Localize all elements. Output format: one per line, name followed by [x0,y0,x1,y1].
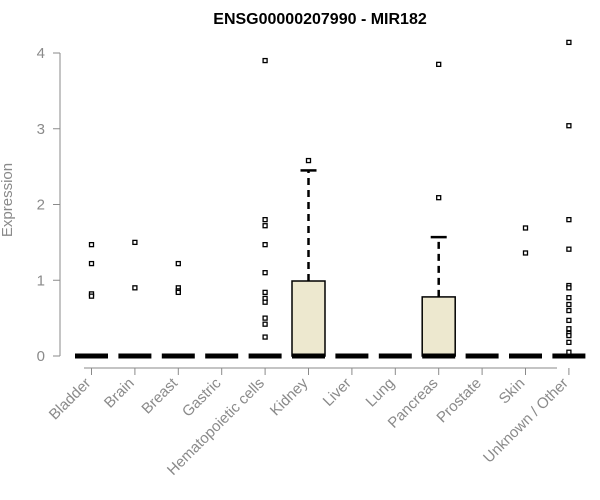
outlier-point [566,339,572,346]
box-group [509,225,542,359]
outlier-point [522,225,529,231]
outlier-point [566,246,572,252]
box-group [421,61,456,359]
outlier-point [566,295,572,301]
x-tick-label: Lung [363,375,399,411]
x-tick-label: Bladder [46,375,95,424]
outlier-point [175,289,181,296]
y-tick-label: 0 [37,348,45,365]
outlier-point [566,349,572,355]
outlier-point [132,285,138,291]
outlier-point [436,61,442,68]
x-tick-label: Breast [138,374,181,417]
outlier-point [88,293,95,299]
outlier-point [88,260,95,267]
x-tick-label: Kidney [267,374,312,419]
outlier-point [305,157,312,164]
chart-title: ENSG00000207990 - MIR182 [213,11,427,28]
outlier-point [262,321,268,327]
outlier-point [566,39,572,46]
box-group [291,157,326,359]
outlier-point [566,317,572,324]
outlier-point [132,239,138,246]
x-tick-label: Prostate [433,375,485,427]
y-axis-label: Expression [0,163,16,237]
y-tick-label: 1 [37,272,45,289]
outlier-point [566,216,572,223]
outlier-point [262,216,268,223]
box-group [161,260,195,359]
outlier-point [566,332,572,339]
outlier-point [566,123,572,129]
box-group [552,39,586,359]
outlier-point [566,326,572,332]
box-group [248,57,282,359]
y-ticks: 0 1 2 3 4 [37,45,60,365]
x-tick-label: Skin [496,375,529,408]
outlier-point [262,241,268,248]
box-rect [421,296,456,357]
outlier-point [262,57,268,64]
outlier-point [262,334,268,340]
outlier-point [262,299,268,305]
y-tick-label: 2 [37,197,45,214]
outlier-point [262,270,268,276]
outlier-point [88,241,95,248]
box-rect [291,280,326,357]
outlier-point [262,315,268,321]
x-tick-label: Liver [320,375,355,410]
x-tick-label: Brain [101,375,138,412]
outlier-point [175,260,181,267]
box-group [118,239,152,359]
y-tick-label: 3 [37,121,45,138]
outlier-point [262,289,268,296]
outlier-point [566,285,572,291]
box-group [75,241,108,359]
boxes [75,39,586,359]
outlier-point [566,301,572,308]
outlier-point [262,223,268,229]
outlier-point [522,250,529,256]
outlier-point [566,307,572,314]
y-tick-label: 4 [37,45,45,62]
outlier-point [436,195,442,201]
